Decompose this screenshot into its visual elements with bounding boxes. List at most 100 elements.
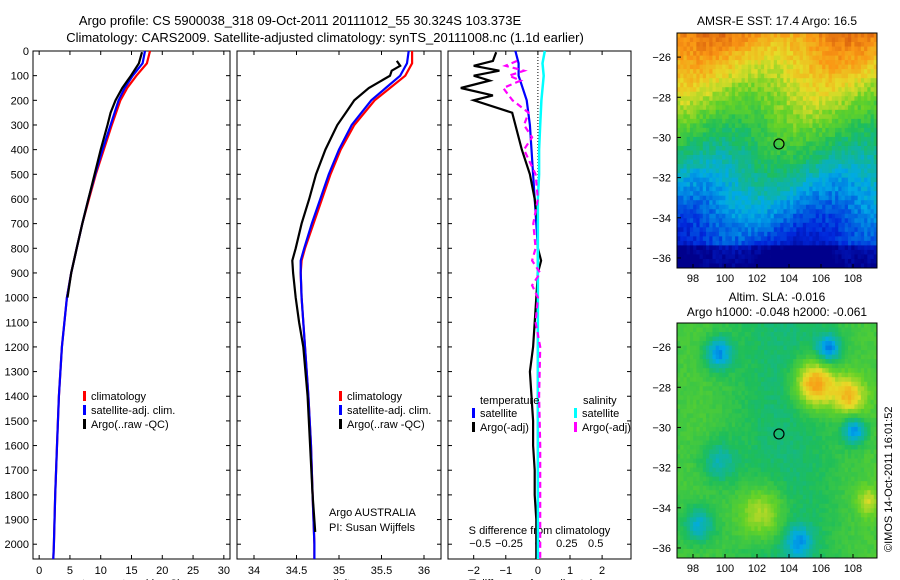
map-cell xyxy=(693,33,697,38)
map-cell xyxy=(854,159,859,165)
map-cell xyxy=(751,186,755,192)
map-cell xyxy=(696,100,700,106)
map-cell xyxy=(818,82,823,88)
map-cell xyxy=(757,42,762,47)
map-cell xyxy=(683,195,688,201)
map-cell xyxy=(731,417,736,423)
map-cell xyxy=(864,399,868,405)
map-cell xyxy=(815,200,820,206)
map-cell xyxy=(712,73,717,79)
map-cell xyxy=(725,168,730,174)
map-cell xyxy=(828,46,833,52)
map-cell xyxy=(870,82,875,88)
map-cell xyxy=(828,254,833,260)
map-cell xyxy=(725,109,730,115)
map-cell xyxy=(802,123,807,129)
map-cell xyxy=(712,200,717,206)
map-cell xyxy=(702,222,707,228)
map-cell xyxy=(696,413,700,419)
map-cell xyxy=(860,141,865,147)
map-cell xyxy=(709,177,713,183)
x-tick-label: −1 xyxy=(500,565,513,577)
map-cell xyxy=(686,100,691,106)
map-cell xyxy=(764,422,768,428)
map-cell xyxy=(822,136,826,142)
map-cell xyxy=(802,336,807,342)
map-cell xyxy=(822,236,826,242)
map-cell xyxy=(809,381,813,387)
map-cell xyxy=(806,127,810,133)
map-cell xyxy=(751,249,755,255)
x-tick-label: 0 xyxy=(36,565,42,577)
map-cell xyxy=(767,78,771,84)
map-cell xyxy=(812,341,817,346)
map-cell xyxy=(738,332,742,337)
map-cell xyxy=(835,105,839,111)
map-cell xyxy=(702,42,707,47)
map-cell xyxy=(680,240,684,246)
map-cell xyxy=(764,182,768,188)
map-cell xyxy=(818,33,823,38)
map-cell xyxy=(702,96,707,102)
map-cell xyxy=(783,123,788,129)
map-cell xyxy=(828,359,833,365)
map-cell xyxy=(818,123,823,129)
map-cell xyxy=(864,96,868,102)
map-cell xyxy=(825,386,830,392)
map-cell xyxy=(847,395,852,401)
map-cell xyxy=(706,323,710,328)
map-cell xyxy=(854,155,859,160)
map-cell xyxy=(851,227,855,233)
map-cell xyxy=(715,209,720,215)
map-cell xyxy=(841,155,846,160)
map-cell xyxy=(812,236,817,242)
map-cell xyxy=(809,204,813,210)
map-cell xyxy=(870,150,875,156)
map-cell xyxy=(831,422,836,428)
map-cell xyxy=(764,426,768,432)
map-cell xyxy=(870,91,875,97)
map-cell xyxy=(693,200,697,206)
map-cell xyxy=(806,236,810,242)
map-cell xyxy=(867,82,871,88)
map-cell xyxy=(677,55,681,61)
map-cell xyxy=(777,118,781,124)
map-cell xyxy=(699,127,704,133)
map-cell xyxy=(783,404,788,410)
map-cell xyxy=(825,78,830,84)
map-cell xyxy=(760,37,765,43)
map-cell xyxy=(857,254,862,260)
map-cell xyxy=(731,390,736,396)
map-cell xyxy=(722,114,726,120)
map-cell xyxy=(789,240,794,246)
map-cell xyxy=(722,69,726,75)
map-cell xyxy=(822,363,826,369)
map-cell xyxy=(744,417,749,423)
map-cell xyxy=(838,218,842,224)
map-cell xyxy=(760,377,765,383)
map-cell xyxy=(751,78,755,84)
map-cell xyxy=(780,173,784,179)
map-cell xyxy=(873,136,878,142)
map-cell xyxy=(699,33,704,38)
map-cell xyxy=(831,227,836,233)
map-cell xyxy=(715,227,720,233)
map-cell xyxy=(722,127,726,133)
map-cell xyxy=(789,100,794,106)
map-cell xyxy=(754,73,759,79)
map-cell xyxy=(873,195,878,201)
map-cell xyxy=(812,132,817,138)
map-cell xyxy=(777,195,781,201)
map-cell xyxy=(815,386,820,392)
map-cell xyxy=(786,213,791,219)
map-cell xyxy=(760,82,765,88)
map-cell xyxy=(744,51,749,56)
map-cell xyxy=(702,345,707,351)
map-cell xyxy=(783,118,788,124)
map-cell xyxy=(706,408,710,414)
map-cell xyxy=(722,426,726,432)
map-cell xyxy=(873,33,878,38)
map-cell xyxy=(835,87,839,93)
map-cell xyxy=(786,404,791,410)
map-cell xyxy=(828,422,833,428)
